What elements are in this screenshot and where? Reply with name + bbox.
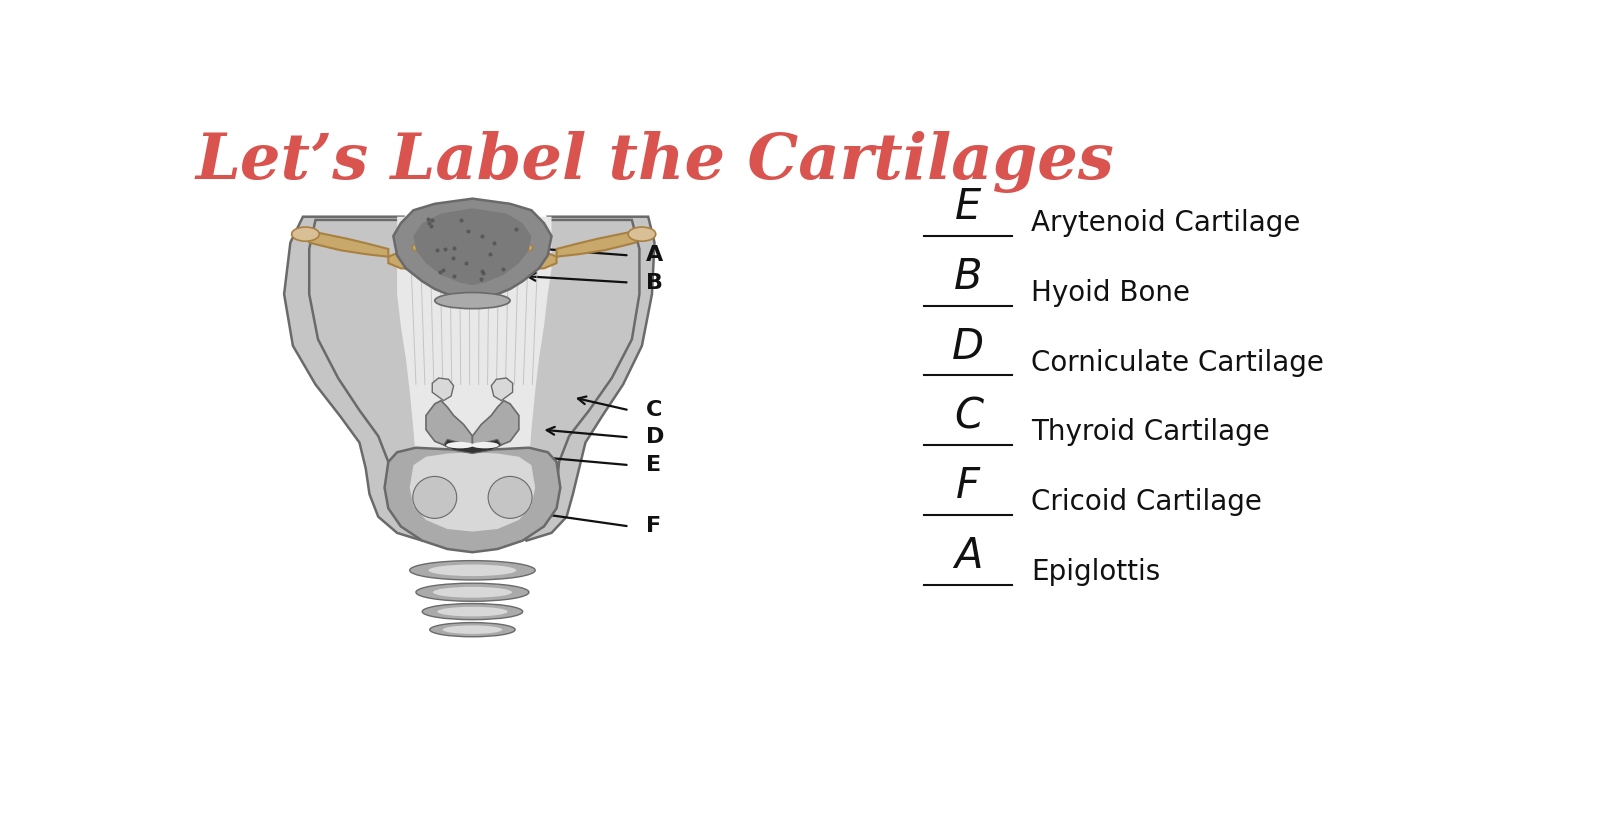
Polygon shape (309, 220, 426, 526)
Text: Cricoid Cartilage: Cricoid Cartilage (1032, 488, 1262, 516)
Text: E: E (646, 455, 661, 475)
Polygon shape (433, 378, 454, 401)
Ellipse shape (471, 442, 499, 448)
Text: B: B (954, 256, 983, 298)
Polygon shape (517, 217, 654, 541)
Text: B: B (646, 272, 663, 292)
Ellipse shape (429, 623, 515, 637)
Ellipse shape (410, 561, 535, 580)
Ellipse shape (428, 565, 517, 576)
Polygon shape (426, 401, 473, 452)
Polygon shape (284, 217, 434, 541)
Text: Let’s Label the Cartilages: Let’s Label the Cartilages (194, 131, 1115, 193)
Ellipse shape (512, 243, 533, 252)
Polygon shape (384, 447, 561, 552)
Ellipse shape (292, 227, 319, 241)
Polygon shape (306, 232, 389, 256)
Text: Hyoid Bone: Hyoid Bone (1032, 279, 1191, 307)
Polygon shape (410, 453, 535, 531)
Polygon shape (557, 232, 640, 256)
Text: F: F (956, 465, 980, 507)
Polygon shape (413, 209, 531, 285)
Ellipse shape (629, 227, 656, 241)
Polygon shape (444, 439, 501, 453)
Ellipse shape (446, 442, 473, 448)
Ellipse shape (433, 587, 512, 597)
Text: D: D (953, 326, 985, 368)
Text: D: D (646, 427, 664, 447)
Ellipse shape (488, 477, 531, 519)
Text: Epiglottis: Epiglottis (1032, 557, 1160, 586)
Ellipse shape (411, 243, 433, 252)
Polygon shape (473, 401, 518, 452)
Text: E: E (956, 186, 982, 228)
Text: C: C (646, 401, 663, 421)
Polygon shape (389, 249, 557, 271)
Polygon shape (394, 199, 551, 298)
Text: C: C (954, 396, 983, 437)
Ellipse shape (416, 583, 528, 602)
Ellipse shape (462, 243, 483, 252)
Text: Arytenoid Cartilage: Arytenoid Cartilage (1032, 210, 1301, 237)
Text: F: F (646, 516, 661, 536)
Polygon shape (518, 220, 640, 526)
Text: A: A (954, 535, 983, 577)
Ellipse shape (437, 607, 507, 617)
Text: Thyroid Cartilage: Thyroid Cartilage (1032, 418, 1270, 446)
Ellipse shape (442, 625, 502, 634)
Ellipse shape (413, 477, 457, 519)
Ellipse shape (423, 603, 523, 619)
Text: Corniculate Cartilage: Corniculate Cartilage (1032, 349, 1324, 376)
Ellipse shape (434, 292, 510, 308)
Polygon shape (397, 217, 551, 530)
Polygon shape (491, 378, 512, 401)
Text: A: A (646, 246, 663, 266)
